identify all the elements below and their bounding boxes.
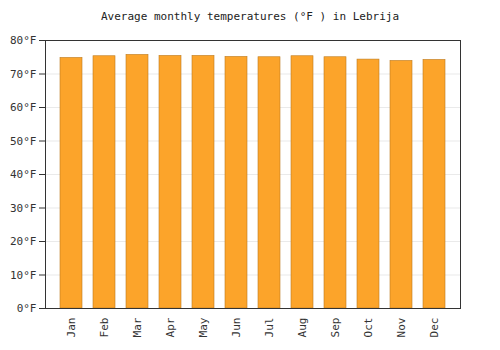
svg-text:Dec: Dec — [428, 318, 441, 338]
svg-text:40°F: 40°F — [10, 168, 37, 181]
svg-text:70°F: 70°F — [10, 68, 37, 81]
svg-text:Nov: Nov — [395, 317, 408, 337]
svg-text:80°F: 80°F — [10, 34, 37, 47]
svg-text:May: May — [197, 317, 210, 337]
html-text:Average monthly temperatures (: Average monthly temperatures (°F ) in Le… — [101, 10, 399, 23]
svg-text:10°F: 10°F — [10, 269, 37, 282]
svg-text:Mar: Mar — [131, 317, 144, 337]
svg-text:Apr: Apr — [164, 317, 177, 337]
svg-text:20°F: 20°F — [10, 235, 37, 248]
svg-text:30°F: 30°F — [10, 202, 37, 215]
svg-text:Feb: Feb — [98, 318, 111, 338]
svg-text:60°F: 60°F — [10, 101, 37, 114]
svg-text:50°F: 50°F — [10, 135, 37, 148]
svg-text:Sep: Sep — [329, 318, 342, 338]
svg-text:Jul: Jul — [263, 318, 276, 338]
svg-text:Jan: Jan — [65, 318, 78, 338]
svg-text:Aug: Aug — [296, 318, 309, 338]
svg-text:Jun: Jun — [230, 318, 243, 338]
svg-text:Oct: Oct — [362, 318, 375, 338]
svg-text:0°F: 0°F — [17, 302, 37, 315]
